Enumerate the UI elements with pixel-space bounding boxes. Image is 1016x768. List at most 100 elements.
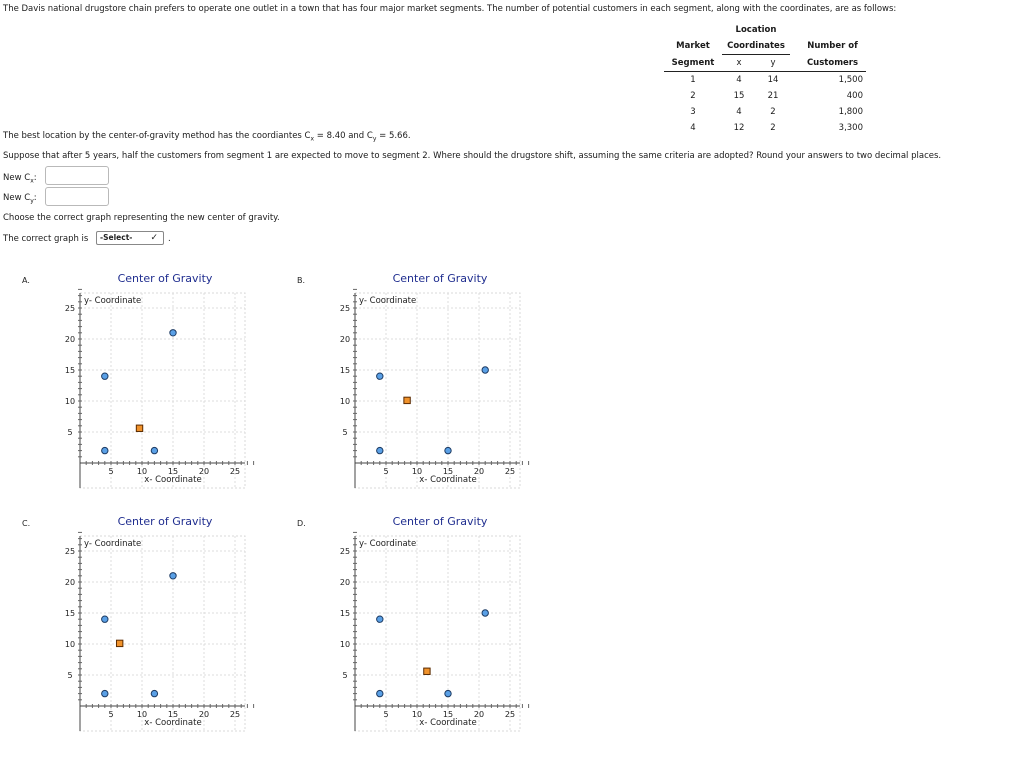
chevron-down-icon: ✓	[150, 233, 158, 243]
best-x-eq: = 8.40 and C	[314, 131, 373, 141]
table-row: 2 15 21 400	[664, 88, 866, 104]
data-point	[101, 446, 109, 455]
new-cx-prefix: New C	[3, 173, 31, 183]
chart-title: Center of Gravity	[393, 515, 488, 528]
y-tick-label: 10	[340, 640, 350, 649]
segment-table: Location Market Coordinates Number of Se…	[664, 22, 866, 136]
chart-letter: D.	[297, 519, 306, 528]
cell-y: 2	[770, 107, 776, 117]
y-tick-label: 20	[340, 335, 350, 344]
chart-letter: B.	[297, 276, 305, 285]
new-cy-suffix: :	[33, 193, 37, 203]
new-cx-sub: x	[30, 177, 34, 185]
y-tick-label: 20	[65, 335, 75, 344]
table-row: 1 4 14 1,500	[664, 72, 866, 89]
x-tick-label: 5	[108, 467, 113, 476]
question-text: Suppose that after 5 years, half the cus…	[3, 151, 942, 161]
y-axis-label: y- Coordinate	[84, 539, 141, 549]
header-coordinates: Coordinates	[722, 38, 790, 55]
data-point	[481, 609, 489, 617]
data-point	[481, 366, 489, 374]
table-row: 3 4 2 1,800	[664, 104, 866, 120]
graph-select[interactable]: -Select- ✓	[96, 231, 164, 245]
best-prefix: The best location by the center-of-gravi…	[3, 131, 311, 141]
y-tick-label: 10	[65, 640, 75, 649]
center-marker	[403, 396, 411, 405]
chart-1: A. Center of Gravity 5 10 15 20 25 5 10 15 20 25 y- …	[22, 272, 255, 489]
y-tick-label: 15	[340, 609, 350, 618]
plot-frame	[79, 535, 246, 732]
header-number-of: Number of	[807, 41, 858, 52]
cell-segment: 1	[690, 75, 696, 85]
new-cx-suffix: :	[33, 173, 37, 183]
y-tick-label: 15	[65, 366, 75, 375]
plot-frame	[354, 292, 521, 489]
correct-graph-suffix: .	[168, 234, 171, 244]
cell-x: 4	[736, 107, 742, 117]
data-point	[150, 446, 159, 455]
cell-customers: 3,300	[838, 123, 863, 133]
y-tick-label: 10	[65, 397, 75, 406]
header-y: y	[756, 54, 790, 72]
y-tick-label: 5	[67, 428, 72, 437]
x-tick-label: 25	[230, 710, 240, 719]
x-tick-label: 5	[108, 710, 113, 719]
cell-y: 14	[767, 75, 779, 85]
new-cy-prefix: New C	[3, 193, 31, 203]
chart-title: Center of Gravity	[393, 272, 488, 285]
x-axis-label: x- Coordinate	[144, 718, 201, 728]
y-tick-label: 25	[340, 304, 350, 313]
data-point	[101, 615, 109, 623]
cell-customers: 1,500	[838, 75, 863, 85]
chart-letter: A.	[22, 276, 30, 285]
header-x: x	[722, 54, 756, 72]
x-tick-label: 20	[474, 710, 484, 719]
center-marker	[423, 667, 431, 675]
chart-letter: C.	[22, 519, 30, 528]
data-point	[444, 689, 452, 698]
x-tick-label: 5	[383, 467, 388, 476]
x-axis-label: x- Coordinate	[144, 475, 201, 485]
new-cy-input[interactable]	[45, 187, 109, 206]
cell-x: 15	[733, 91, 745, 101]
best-x-sub: x	[310, 135, 315, 143]
y-tick-label: 25	[65, 304, 75, 313]
header-market: Market	[676, 41, 710, 52]
y-tick-label: 25	[65, 547, 75, 556]
data-point	[101, 372, 109, 380]
x-axis-label: x- Coordinate	[419, 718, 476, 728]
data-point	[169, 572, 177, 580]
cell-y: 21	[767, 91, 779, 101]
cell-y: 2	[770, 123, 776, 133]
chart-3: C. Center of Gravity 5 10 15 20 25 5 10 15 20 25 y- …	[22, 515, 255, 732]
x-tick-label: 10	[412, 710, 422, 719]
data-point	[376, 446, 384, 455]
plot-frame	[354, 535, 521, 732]
new-cy-sub: y	[30, 197, 34, 205]
x-tick-label: 15	[168, 710, 178, 719]
y-tick-label: 10	[340, 397, 350, 406]
x-tick-label: 10	[137, 467, 147, 476]
center-marker	[115, 639, 124, 648]
new-cx-input[interactable]	[45, 166, 109, 185]
x-axis-label: x- Coordinate	[419, 475, 476, 485]
choose-text: Choose the correct graph representing th…	[3, 213, 280, 223]
y-tick-label: 5	[67, 671, 72, 680]
x-tick-label: 15	[443, 467, 453, 476]
cell-customers: 1,800	[838, 107, 863, 117]
y-axis-label: y- Coordinate	[359, 539, 416, 549]
data-point	[376, 615, 384, 623]
x-tick-label: 25	[505, 710, 515, 719]
plot-frame	[79, 292, 246, 489]
correct-graph-prefix: The correct graph is	[3, 234, 89, 244]
y-axis-label: y- Coordinate	[359, 296, 416, 306]
cell-segment: 3	[690, 107, 696, 117]
y-tick-label: 20	[340, 578, 350, 587]
cell-segment: 4	[690, 123, 696, 133]
x-tick-label: 25	[505, 467, 515, 476]
y-tick-label: 5	[342, 671, 347, 680]
data-point	[376, 372, 384, 380]
best-location-text: The best location by the center-of-gravi…	[3, 131, 411, 143]
y-axis-label: y- Coordinate	[84, 296, 141, 306]
new-cy-label: New Cy:	[3, 193, 37, 205]
